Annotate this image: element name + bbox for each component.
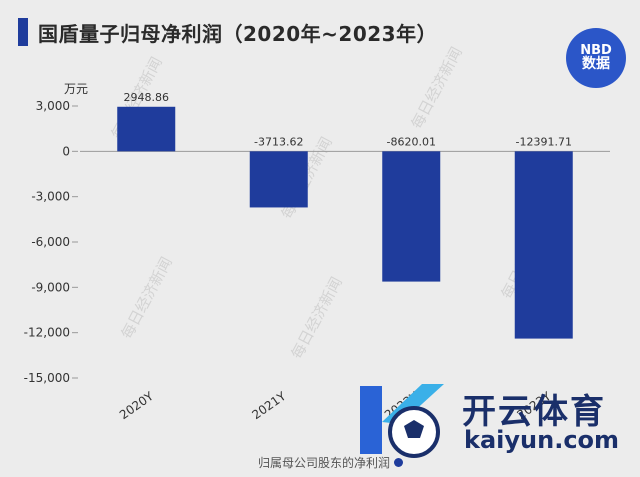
brand-logo-icon: [360, 384, 444, 458]
y-axis-unit-label: 万元: [64, 82, 89, 96]
watermark-text-5: 每日经济新闻: [288, 274, 346, 362]
data-label-2021Y: -3713.62: [254, 135, 303, 148]
y-tick-label: -6,000: [31, 235, 70, 249]
nbd-logo-badge: NBD 数据: [566, 28, 626, 88]
legend-series-label: 归属母公司股东的净利润: [258, 456, 391, 470]
title-bar: 国盾量子归母净利润（2020年~2023年）: [18, 14, 628, 50]
data-label-2023Y: -12391.71: [516, 135, 572, 148]
series-legend: 归属母公司股东的净利润: [258, 454, 404, 471]
x-category-label: 2021Y: [249, 389, 289, 423]
y-tick-label: 3,000: [36, 99, 70, 113]
title-accent-bar: [18, 18, 28, 46]
data-label-2022Y: -8620.01: [387, 135, 436, 148]
watermark-text-2: 每日经济新闻: [118, 254, 176, 342]
y-tick-label: -9,000: [31, 280, 70, 294]
bar-2021Y: [249, 151, 308, 208]
brand-watermark: 开云体育 kaiyun.com: [352, 378, 632, 458]
legend-series-dot: [394, 458, 404, 467]
y-tick-label: -12,000: [24, 326, 70, 340]
brand-chinese-name: 开云体育: [462, 392, 606, 432]
y-tick-label: 0: [62, 144, 70, 158]
bar-2020Y: [117, 106, 176, 152]
brand-url: kaiyun.com: [464, 426, 620, 454]
y-tick-label: -15,000: [24, 371, 70, 385]
bar-2022Y: [382, 151, 441, 282]
x-category-label: 2020Y: [117, 389, 157, 423]
chart-title: 国盾量子归母净利润（2020年~2023年）: [38, 21, 438, 46]
nbd-logo-bottom: 数据: [582, 56, 610, 73]
y-tick-label: -3,000: [31, 190, 70, 204]
nbd-logo-top: NBD: [580, 42, 612, 58]
watermark-text-3: 每日经济新闻: [408, 44, 466, 132]
bar-2023Y: [514, 151, 573, 339]
data-label-2020Y: 2948.86: [124, 91, 170, 104]
